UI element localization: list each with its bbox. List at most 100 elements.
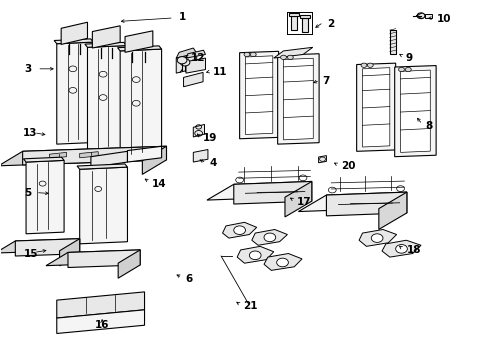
Polygon shape (389, 30, 395, 54)
Polygon shape (273, 47, 312, 58)
Circle shape (370, 234, 382, 242)
Polygon shape (22, 146, 166, 165)
Polygon shape (23, 157, 64, 162)
Text: 4: 4 (209, 158, 216, 168)
Polygon shape (283, 58, 313, 140)
Polygon shape (0, 239, 80, 253)
Polygon shape (378, 192, 406, 229)
Polygon shape (176, 48, 196, 58)
Polygon shape (362, 68, 389, 147)
Text: 1: 1 (178, 12, 185, 22)
Polygon shape (26, 161, 64, 234)
Text: 8: 8 (424, 121, 431, 131)
Text: 6: 6 (184, 274, 192, 284)
Polygon shape (176, 53, 196, 73)
Polygon shape (300, 15, 309, 18)
Polygon shape (239, 51, 278, 139)
Polygon shape (183, 72, 203, 87)
Polygon shape (400, 70, 429, 152)
Polygon shape (68, 250, 140, 267)
Circle shape (250, 52, 256, 57)
Polygon shape (61, 22, 87, 44)
Polygon shape (222, 222, 256, 238)
Circle shape (180, 59, 189, 66)
Polygon shape (381, 240, 420, 257)
Polygon shape (117, 46, 161, 51)
Polygon shape (125, 31, 153, 52)
Text: 13: 13 (22, 129, 37, 138)
Circle shape (244, 52, 249, 57)
Polygon shape (326, 192, 406, 216)
Polygon shape (57, 292, 144, 318)
Polygon shape (291, 16, 297, 30)
Circle shape (280, 55, 286, 59)
Text: 2: 2 (327, 19, 334, 29)
Text: 19: 19 (203, 133, 217, 143)
Polygon shape (356, 63, 395, 151)
Polygon shape (277, 54, 319, 144)
Text: 14: 14 (152, 179, 166, 189)
Circle shape (177, 57, 186, 64)
Circle shape (276, 258, 288, 267)
Polygon shape (185, 50, 205, 58)
Text: 15: 15 (24, 248, 39, 258)
Circle shape (395, 244, 407, 253)
Polygon shape (245, 56, 272, 134)
Text: 17: 17 (297, 197, 311, 207)
Polygon shape (57, 42, 93, 144)
Text: 10: 10 (436, 14, 451, 24)
Polygon shape (0, 146, 166, 166)
Polygon shape (127, 146, 161, 162)
Circle shape (366, 63, 372, 67)
Text: 21: 21 (243, 301, 258, 311)
Polygon shape (424, 14, 431, 18)
Circle shape (233, 226, 245, 234)
Text: 16: 16 (95, 320, 109, 330)
Polygon shape (15, 239, 80, 256)
Text: 12: 12 (190, 53, 205, 63)
Polygon shape (54, 39, 93, 44)
Polygon shape (289, 13, 299, 16)
Polygon shape (233, 181, 311, 204)
Polygon shape (251, 229, 287, 245)
Polygon shape (91, 151, 127, 167)
Circle shape (398, 67, 404, 72)
Polygon shape (193, 125, 204, 137)
Polygon shape (49, 152, 66, 158)
Polygon shape (185, 58, 205, 73)
Text: 7: 7 (322, 76, 329, 86)
Polygon shape (80, 152, 98, 158)
Polygon shape (118, 250, 140, 278)
Polygon shape (85, 42, 126, 47)
Polygon shape (298, 192, 406, 212)
Circle shape (416, 13, 424, 19)
Circle shape (360, 63, 366, 67)
Polygon shape (60, 239, 80, 266)
Text: 18: 18 (406, 245, 420, 255)
Polygon shape (193, 149, 207, 162)
Text: 5: 5 (24, 188, 31, 198)
Polygon shape (120, 49, 161, 158)
Polygon shape (394, 66, 435, 157)
Polygon shape (237, 246, 273, 263)
Polygon shape (142, 146, 166, 174)
Circle shape (287, 55, 293, 59)
Polygon shape (264, 253, 302, 270)
Polygon shape (92, 26, 120, 48)
Circle shape (249, 251, 261, 260)
Polygon shape (77, 164, 127, 169)
Text: 9: 9 (405, 53, 412, 63)
Polygon shape (302, 18, 307, 32)
Polygon shape (80, 167, 127, 244)
Text: 20: 20 (340, 161, 355, 171)
Circle shape (264, 233, 275, 242)
Circle shape (405, 67, 410, 72)
Polygon shape (110, 155, 130, 161)
Polygon shape (87, 46, 126, 151)
Text: 11: 11 (212, 67, 227, 77)
Polygon shape (358, 229, 396, 246)
Polygon shape (57, 310, 144, 333)
Polygon shape (285, 181, 311, 217)
Polygon shape (206, 181, 311, 200)
Polygon shape (318, 156, 326, 163)
